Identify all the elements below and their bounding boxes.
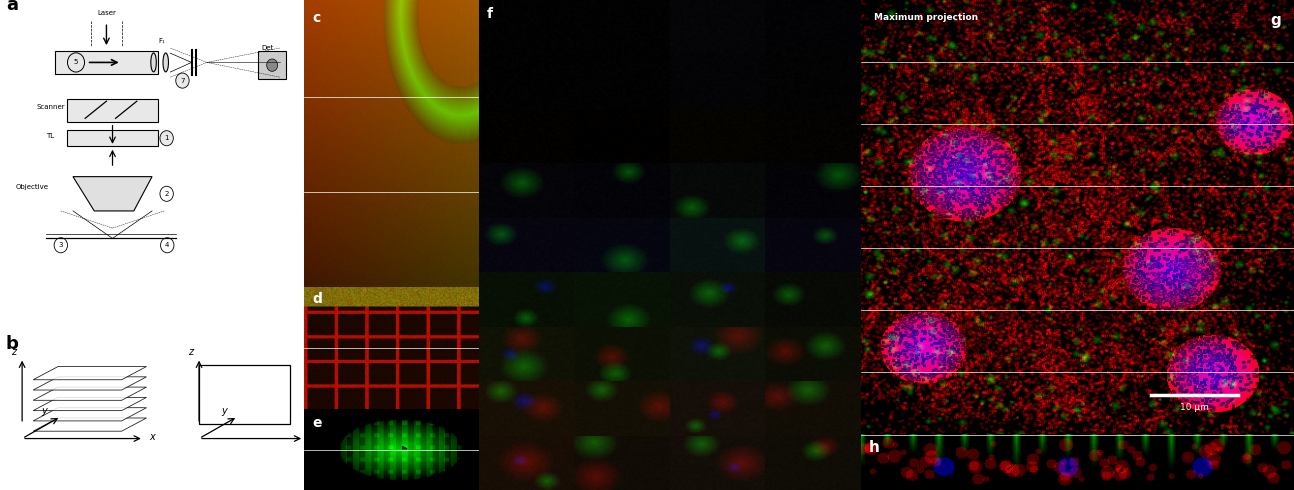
Text: 2: 2 [164,191,168,197]
Text: x: x [149,432,155,442]
Text: x: x [309,432,316,442]
Text: a: a [6,0,18,14]
Text: z: z [12,347,17,357]
Text: h: h [870,441,880,455]
Circle shape [67,53,84,72]
FancyBboxPatch shape [67,99,158,122]
Text: Det: Det [261,45,274,51]
Text: d: d [313,292,322,306]
FancyBboxPatch shape [259,51,286,79]
Text: F₁: F₁ [158,38,164,44]
Text: y: y [221,406,226,416]
Text: f: f [487,6,493,21]
Text: g: g [1271,13,1281,28]
Polygon shape [34,418,146,431]
Text: 10 μm: 10 μm [1180,403,1209,412]
Text: Laser: Laser [97,10,116,17]
Polygon shape [34,397,146,411]
Polygon shape [34,367,146,380]
Circle shape [160,238,173,253]
Polygon shape [199,365,290,424]
Text: 5: 5 [74,59,78,66]
Ellipse shape [163,53,168,72]
Polygon shape [34,377,146,390]
Text: 1: 1 [164,135,170,141]
Ellipse shape [151,53,157,72]
Circle shape [160,186,173,201]
Circle shape [54,238,67,253]
Text: 7: 7 [180,77,185,84]
Text: c: c [313,11,321,25]
Polygon shape [72,177,153,211]
Polygon shape [34,408,146,421]
Text: TL: TL [45,133,54,139]
Text: 4: 4 [166,242,170,248]
Text: y: y [41,406,47,416]
FancyBboxPatch shape [67,130,158,146]
Circle shape [267,59,278,72]
Text: b: b [5,335,18,353]
Circle shape [160,131,173,146]
Circle shape [176,73,189,88]
Text: Scanner: Scanner [36,104,65,110]
Text: 3: 3 [58,242,63,248]
Text: Objective: Objective [16,184,48,190]
Text: Maximum projection: Maximum projection [873,13,978,22]
Polygon shape [34,387,146,400]
Text: z: z [188,347,193,357]
Text: e: e [313,416,322,430]
FancyBboxPatch shape [54,51,158,74]
